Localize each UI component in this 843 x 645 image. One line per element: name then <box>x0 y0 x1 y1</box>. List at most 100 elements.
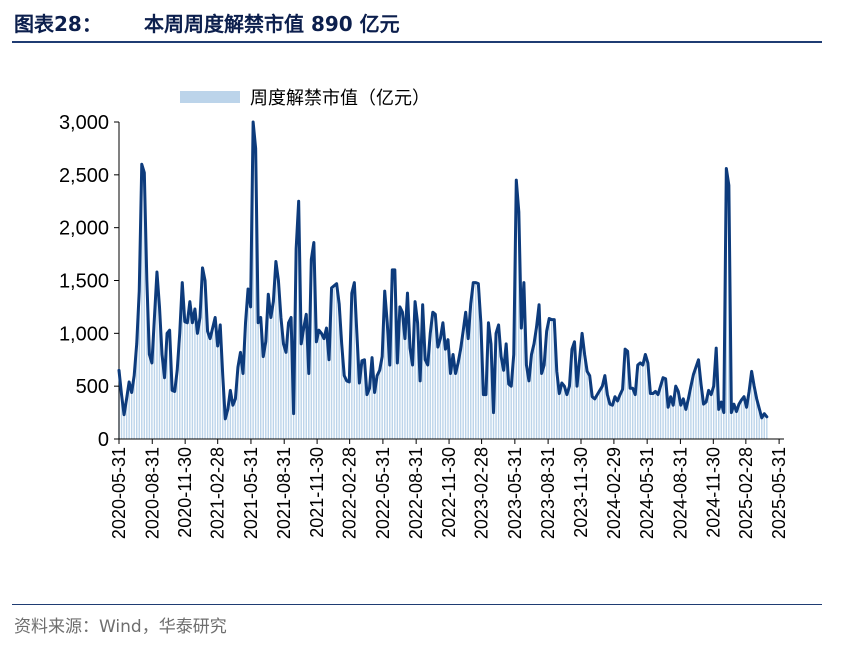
bar-118 <box>416 322 419 439</box>
bar-233 <box>707 390 710 439</box>
bottom-divider <box>12 604 822 605</box>
bar-137 <box>464 312 467 439</box>
bar-122 <box>427 365 429 439</box>
bar-39 <box>216 346 219 439</box>
bar-127 <box>439 338 442 439</box>
bar-223 <box>682 398 685 439</box>
bar-156 <box>513 354 515 439</box>
bar-13 <box>151 362 153 439</box>
bar-2 <box>123 414 125 439</box>
bar-12 <box>148 354 151 439</box>
bar-67 <box>287 322 290 439</box>
bar-202 <box>629 388 631 439</box>
bar-183 <box>581 333 583 439</box>
bar-119 <box>419 380 421 439</box>
bar-198 <box>619 394 621 439</box>
bar-151 <box>500 356 502 439</box>
bar-180 <box>573 341 576 439</box>
bar-107 <box>389 365 391 439</box>
bar-155 <box>510 386 512 439</box>
bar-117 <box>414 301 416 439</box>
bar-162 <box>528 380 530 439</box>
bar-207 <box>642 365 644 439</box>
bar-44 <box>229 390 232 439</box>
bar-182 <box>578 359 581 439</box>
bar-80 <box>320 333 323 439</box>
x-tick-label-18: 2024-11-30 <box>703 447 723 538</box>
bar-212 <box>654 391 657 439</box>
x-tick-label-9: 2022-08-31 <box>406 447 426 539</box>
bar-136 <box>462 331 464 439</box>
bar-234 <box>710 394 712 439</box>
bar-159 <box>520 328 523 439</box>
bar-161 <box>525 365 528 439</box>
bar-21 <box>171 390 173 439</box>
bar-128 <box>442 322 444 439</box>
y-tick-label-4: 1,000 <box>59 323 109 345</box>
bar-124 <box>432 312 434 439</box>
y-tick-label-2: 2,000 <box>59 218 109 240</box>
bar-83 <box>328 359 330 439</box>
x-tick-label-15: 2024-02-29 <box>604 447 624 539</box>
bar-181 <box>576 386 578 439</box>
bar-56 <box>260 317 262 439</box>
bar-97 <box>363 359 366 439</box>
bar-184 <box>583 354 586 439</box>
bar-135 <box>459 349 462 439</box>
bar-170 <box>548 318 550 439</box>
x-tick-label-16: 2024-05-31 <box>637 447 657 539</box>
bar-205 <box>637 365 639 439</box>
bar-90 <box>346 380 348 439</box>
bar-49 <box>242 373 244 439</box>
bar-66 <box>285 352 287 439</box>
bar-236 <box>715 348 717 439</box>
bar-129 <box>444 349 447 439</box>
bar-40 <box>219 324 221 439</box>
bar-88 <box>340 343 343 439</box>
bar-149 <box>495 333 497 439</box>
bar-255 <box>763 413 765 439</box>
bar-6 <box>133 375 135 439</box>
top-divider <box>12 41 822 43</box>
bar-199 <box>621 389 624 439</box>
x-tick-label-5: 2021-08-31 <box>274 447 294 539</box>
bar-9 <box>141 164 143 439</box>
bar-232 <box>705 402 707 439</box>
bar-4 <box>128 381 130 439</box>
bar-125 <box>434 314 437 439</box>
bar-25 <box>181 282 183 439</box>
bar-19 <box>166 333 168 439</box>
bar-series <box>118 122 768 440</box>
bar-45 <box>232 405 234 439</box>
bar-42 <box>224 418 226 439</box>
bar-84 <box>330 287 333 439</box>
bar-192 <box>604 375 606 439</box>
bar-177 <box>566 394 568 439</box>
bar-61 <box>272 301 275 439</box>
bar-109 <box>394 269 396 439</box>
bar-65 <box>282 343 285 439</box>
bar-171 <box>551 319 553 439</box>
bar-36 <box>209 338 211 439</box>
bar-196 <box>614 396 616 439</box>
bar-131 <box>449 373 452 439</box>
bar-195 <box>611 405 614 439</box>
bar-144 <box>482 394 485 439</box>
bar-191 <box>601 386 604 439</box>
bar-213 <box>657 394 659 439</box>
bar-141 <box>475 282 477 439</box>
y-tick-label-5: 500 <box>76 376 109 398</box>
bar-153 <box>505 343 507 439</box>
x-tick-label-2: 2020-11-30 <box>175 447 195 538</box>
bar-178 <box>568 386 571 439</box>
bar-165 <box>535 326 538 439</box>
bar-243 <box>733 404 735 439</box>
bar-54 <box>254 148 257 440</box>
bar-111 <box>399 306 401 439</box>
bar-89 <box>343 375 345 439</box>
bar-98 <box>366 394 368 439</box>
bar-230 <box>700 384 702 439</box>
bar-102 <box>376 375 378 439</box>
bar-95 <box>358 383 361 439</box>
